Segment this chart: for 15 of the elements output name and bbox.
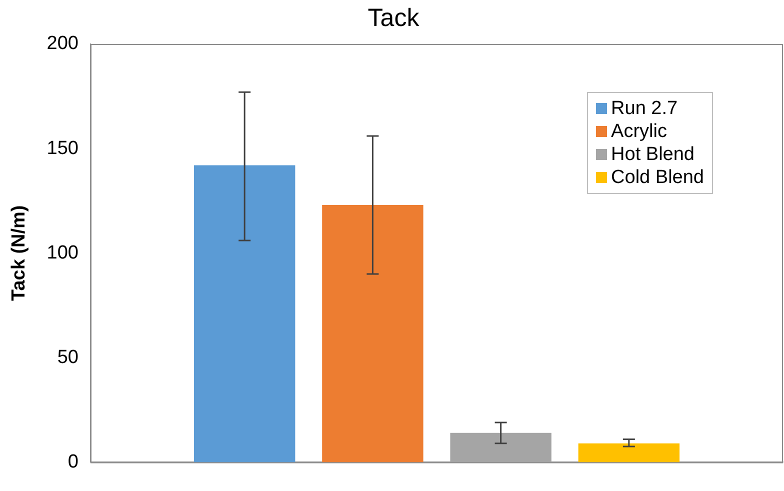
bar xyxy=(450,432,552,462)
bar xyxy=(194,165,296,462)
chart-title: Tack xyxy=(368,4,420,32)
y-tick-label: 50 xyxy=(57,346,78,368)
y-tick-label: 150 xyxy=(46,138,78,159)
legend-label: Cold Blend xyxy=(611,166,704,188)
y-tick-label: 200 xyxy=(46,33,78,54)
bar xyxy=(322,205,424,462)
legend-label: Hot Blend xyxy=(611,144,694,166)
bar xyxy=(578,443,680,462)
y-axis-title: Tack (N/m) xyxy=(8,205,30,301)
y-tick-label: 0 xyxy=(68,451,78,472)
legend-label: Acrylic xyxy=(611,120,667,142)
y-tick-label: 100 xyxy=(46,242,78,264)
legend-label: Run 2.7 xyxy=(611,98,678,120)
